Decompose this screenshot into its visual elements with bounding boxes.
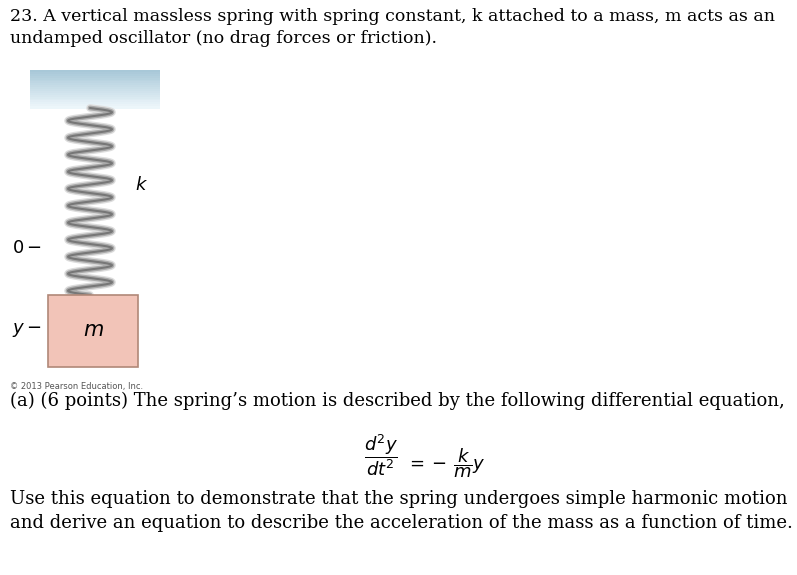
Bar bbox=[30, 93, 160, 95]
Text: $k$: $k$ bbox=[135, 176, 148, 194]
Bar bbox=[30, 72, 160, 74]
Bar bbox=[30, 85, 160, 87]
Text: (a) (6 points) The spring’s motion is described by the following differential eq: (a) (6 points) The spring’s motion is de… bbox=[10, 392, 785, 410]
Bar bbox=[30, 83, 160, 86]
Bar bbox=[30, 106, 160, 109]
Bar bbox=[30, 87, 160, 90]
Text: © 2013 Pearson Education, Inc.: © 2013 Pearson Education, Inc. bbox=[10, 382, 143, 391]
Text: $y -$: $y -$ bbox=[12, 321, 41, 339]
Bar bbox=[30, 82, 160, 84]
Bar bbox=[30, 97, 160, 99]
Text: Use this equation to demonstrate that the spring undergoes simple harmonic motio: Use this equation to demonstrate that th… bbox=[10, 490, 793, 532]
Bar bbox=[30, 101, 160, 103]
Text: $= -\,\dfrac{k}{m}y$: $= -\,\dfrac{k}{m}y$ bbox=[406, 446, 485, 480]
Text: $m$: $m$ bbox=[83, 320, 104, 339]
Bar bbox=[30, 78, 160, 80]
Bar bbox=[30, 104, 160, 106]
Text: 23. A vertical massless spring with spring constant, k attached to a mass, m act: 23. A vertical massless spring with spri… bbox=[10, 8, 775, 47]
Bar bbox=[30, 91, 160, 93]
Bar bbox=[30, 89, 160, 91]
Bar bbox=[48, 295, 138, 367]
Bar bbox=[30, 76, 160, 78]
Bar bbox=[30, 79, 160, 82]
Bar bbox=[30, 74, 160, 76]
Bar bbox=[30, 95, 160, 97]
Bar bbox=[30, 102, 160, 105]
Text: $0 -$: $0 -$ bbox=[12, 239, 42, 257]
Text: $\dfrac{d^2y}{dt^2}$: $\dfrac{d^2y}{dt^2}$ bbox=[363, 432, 398, 478]
Bar bbox=[30, 98, 160, 101]
Bar bbox=[30, 70, 160, 72]
